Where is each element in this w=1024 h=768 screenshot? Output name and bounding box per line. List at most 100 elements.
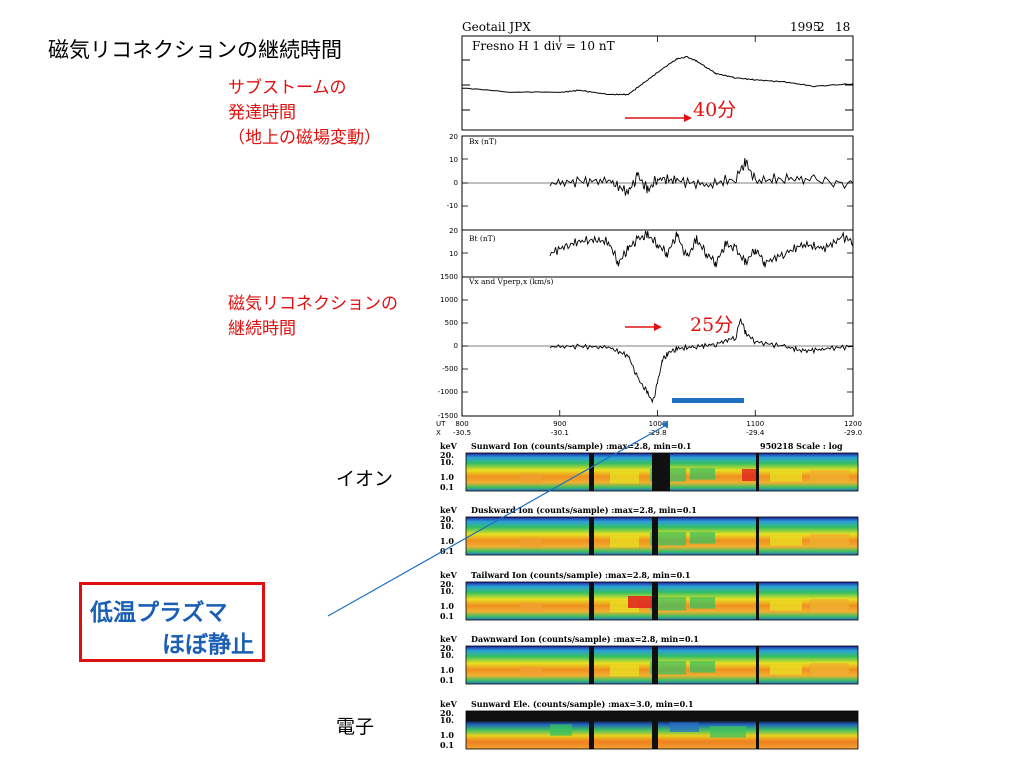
spectrogram-patch: [670, 722, 699, 732]
spectrogram-patch: [550, 724, 572, 736]
x-position-label: -30.1: [551, 429, 569, 437]
spectrogram-patch: [810, 534, 849, 546]
spectrogram-ytick: 1.0: [440, 472, 454, 482]
vx-ytick: -1500: [438, 412, 458, 420]
reconnect-duration-bar: [672, 398, 744, 403]
spectrogram-ylabel: keV: [440, 570, 458, 580]
ground-mag-line: [461, 55, 854, 96]
spectrogram-gap: [589, 711, 594, 749]
spectrogram-ytick: 0.1: [440, 740, 454, 750]
x-position-label: -29.0: [844, 429, 862, 437]
spectrogram-ytick: 10.: [440, 650, 454, 660]
header-year: 1995: [790, 20, 821, 34]
spectrogram-ytick: 0.1: [440, 611, 454, 621]
spectrogram-ytick: 0.1: [440, 675, 454, 685]
spectrogram-patch: [770, 601, 802, 611]
spectrogram-patch: [690, 532, 715, 544]
substorm-note-line: サブストームの: [228, 78, 347, 98]
spectrogram-patch: [810, 599, 849, 611]
callout-connector: [327, 423, 669, 617]
spectrogram-patch: [628, 596, 658, 608]
spectrogram-patch: [770, 536, 802, 546]
spectrogram-group: Sunward Ion (counts/sample) :max=2.8, mi…: [440, 441, 859, 750]
spectrogram-ytick: 10.: [440, 521, 454, 531]
substorm-note: サブストームの 発達時間 （地上の磁場変動）: [228, 76, 381, 151]
vx-line: [549, 318, 854, 404]
header-left: Geotail JPX: [462, 20, 531, 34]
spectrogram-patch: [610, 536, 639, 548]
x-position-label: -30.5: [453, 429, 471, 437]
vx-panel: [461, 276, 854, 417]
spectrogram-title: Sunward Ele. (counts/sample) :max=3.0, m…: [471, 699, 694, 709]
x-tick-label: 1200: [844, 420, 862, 428]
spectrogram-patch: [610, 601, 639, 613]
callout-line: ほぼ静止: [162, 632, 254, 658]
spectrogram-title: Dawnward Ion (counts/sample) :max=2.8, m…: [471, 634, 699, 644]
spectrogram-ylabel: keV: [440, 505, 458, 515]
x-label: X: [436, 429, 441, 437]
bx-ytick: 10: [449, 156, 458, 164]
slide-title: 磁気リコネクションの継続時間: [48, 38, 342, 62]
spectrogram-ytick: 1.0: [440, 536, 454, 546]
spectrogram-patch: [520, 537, 542, 548]
spectrogram-gap: [652, 517, 658, 555]
spectrogram-gap: [756, 517, 759, 555]
x-position-label: -29.8: [648, 429, 666, 437]
spectrogram-frame: [465, 645, 859, 685]
reconnect-note-line: 継続時間: [228, 319, 296, 339]
spectrogram-patch: [610, 665, 639, 677]
header-day: 18: [835, 20, 850, 34]
bx-ytick: -10: [447, 202, 458, 210]
arrow-reconnect-head: [654, 323, 662, 331]
spectrogram-title: Sunward Ion (counts/sample) :max=2.8, mi…: [471, 441, 691, 451]
spectrogram-gap: [589, 453, 594, 491]
ut-label: UT: [436, 420, 446, 428]
x-tick-label: 1000: [649, 420, 667, 428]
arrow-substorm-head: [684, 114, 692, 122]
spectrogram-gap: [589, 582, 594, 620]
spectrogram-frame: [465, 710, 859, 750]
spectrogram-gap: [589, 517, 594, 555]
bx-line: [549, 157, 854, 196]
spectrogram-ytick: 1.0: [440, 665, 454, 675]
x-tick-label: 1100: [746, 420, 764, 428]
spectrogram-title: Duskward Ion (counts/sample) :max=2.8, m…: [471, 505, 697, 515]
spectrogram-patch: [650, 532, 686, 546]
spectrogram-ytick: 1.0: [440, 730, 454, 740]
spectrogram-ytick: 10.: [440, 586, 454, 596]
spectrogram-gap: [756, 582, 759, 620]
x-position-label: -29.4: [746, 429, 765, 437]
vx-ytick: -1000: [438, 388, 458, 396]
reconnect-note-line: 磁気リコネクションの: [228, 294, 398, 314]
spectrogram-ytick: 20.: [440, 450, 454, 460]
spectrogram-scale: 950218 Scale : log: [760, 441, 843, 451]
spectrogram-ylabel: keV: [440, 634, 458, 644]
spectrogram-ylabel: keV: [440, 441, 458, 451]
ground-mag-label: Fresno H 1 div = 10 nT: [472, 39, 615, 53]
bt-line: [549, 230, 854, 268]
spectrogram-gap: [756, 646, 759, 684]
callout-connector-head: [661, 420, 669, 429]
geotail-ticks: [461, 36, 854, 416]
duration-reconnect: 25分: [690, 314, 733, 336]
ion-label: イオン: [336, 468, 394, 490]
spectrogram-ytick: 1.0: [440, 601, 454, 611]
cold-plasma-callout: 低温プラズマ ほぼ静止: [79, 582, 265, 662]
spectrogram-gap: [652, 711, 658, 749]
spectrogram-patch: [810, 663, 849, 675]
vx-ytick: -500: [442, 365, 458, 373]
spectrogram-ytick: 0.1: [440, 546, 454, 556]
ground-mag-ticks: [462, 59, 853, 111]
spectrogram-patch: [770, 665, 802, 675]
spectrogram-patch: [690, 597, 715, 609]
spectrogram-gap: [652, 582, 658, 620]
spectrogram-frame: [465, 581, 859, 621]
spectrogram-patch: [650, 661, 686, 675]
spectrogram-patch: [650, 597, 686, 611]
spectrogram-patch: [690, 661, 715, 673]
spectrogram-patch: [810, 470, 849, 482]
vx-ytick: 1000: [440, 296, 458, 304]
spectrogram-title: Tailward Ion (counts/sample) :max=2.8, m…: [471, 570, 691, 580]
reconnect-note: 磁気リコネクションの 継続時間: [228, 292, 398, 342]
